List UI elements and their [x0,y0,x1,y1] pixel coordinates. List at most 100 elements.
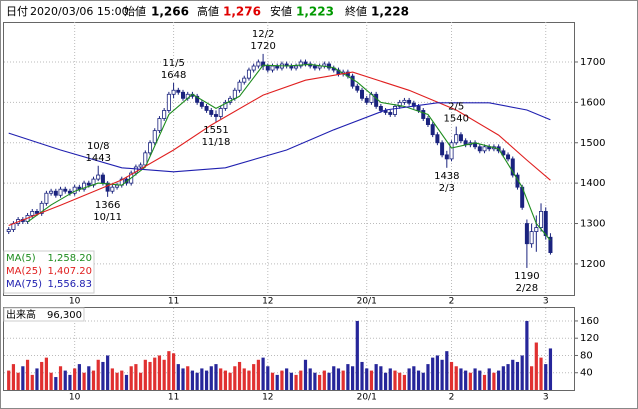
volume-bar [454,366,458,390]
volume-bar [303,359,308,390]
candle-body [199,101,204,107]
volume-bar [110,368,114,390]
volume-bar [280,370,284,390]
volume-bar [365,368,369,390]
volume-bar [355,320,359,390]
volume-bar [383,372,388,390]
candle-body [458,134,463,142]
volume-bar [374,364,378,390]
volume-bar [379,366,383,390]
candle-body [143,152,148,166]
volume-bar [101,361,105,390]
volume-bar [327,372,331,390]
annotation: 1443 [85,153,110,164]
volume-bar [478,370,482,390]
volume-bar [242,368,246,390]
volume-bar [501,366,505,390]
candle-body [115,184,120,188]
volume-bar [7,370,11,390]
volume-bar [473,368,477,390]
volume-bar [68,374,72,390]
legend-name: MA(5) [6,253,36,264]
candle-body [435,134,440,144]
candle-body [242,77,247,83]
annotation: 12/2 [252,29,274,40]
x-tick-label: 20/1 [357,393,377,403]
candle-body [482,146,487,152]
volume-bar [153,357,157,390]
ma-line [8,102,551,173]
header-value: 1,276 [223,5,261,19]
legend-value: 1,556.83 [47,279,92,290]
volume-bar [515,361,520,390]
candle-body [204,106,209,111]
volume-bar [209,366,213,390]
volume-bar [204,370,209,390]
volume-bar [35,368,39,390]
y-tick-label: 1600 [580,97,605,108]
legend-box [3,250,95,294]
candle-body [176,89,181,93]
annotation: 2/28 [516,283,538,294]
candle-body [477,146,482,152]
volume-bar [294,374,298,390]
volume-bar [11,364,16,390]
candle-body [421,110,426,119]
volume-bar [402,374,407,390]
y-tick-label: 120 [580,333,599,344]
candle-body [44,192,49,204]
volume-bar [487,368,491,390]
y-tick-label: 80 [580,350,593,361]
volume-bar [120,370,124,390]
candle-body [378,106,383,111]
candle-body [49,190,54,194]
volume-bar [176,364,180,390]
volume-bar [440,359,444,390]
candle-body [181,91,186,99]
y-tick-label: 1300 [580,219,605,230]
volume-bar [190,370,195,390]
volume-bar [445,351,449,390]
header-value: 2020/03/06 15:00 [30,5,129,18]
candle-body [100,174,105,184]
candle-body [350,75,355,87]
header-label: 始値 [124,4,146,18]
candle-body [63,188,68,192]
header-value: 1,266 [151,5,189,19]
volume-bar [256,359,260,390]
volume-bar [82,372,86,390]
volume-bar [530,366,534,390]
candle-body [289,65,294,69]
candle-body [510,158,515,176]
candle-body [294,65,299,69]
volume-bar [350,366,355,390]
x-tick-label: 12 [262,393,273,403]
candle-body [506,154,511,160]
candle-body [397,101,402,107]
volume-bar [275,374,279,390]
candle-body [86,182,91,186]
header-label: 安値 [270,4,292,18]
candle-body [148,142,153,154]
candle-body [53,190,58,196]
candle-body [232,89,237,99]
volume-bar [162,359,166,390]
volume-bar [186,366,190,390]
candle-body [402,99,407,103]
y-tick-label: 40 [580,368,593,379]
candle-body [444,154,449,160]
candle-body [58,188,63,196]
volume-bar [459,368,463,390]
volume-bar [421,372,425,390]
volume-bar [318,374,322,390]
volume-bar [369,370,374,390]
candle-body [312,65,317,69]
candle-body [39,202,44,214]
volume-bar [506,364,510,390]
annotation: 10/8 [87,141,109,152]
candle-body [392,106,397,115]
candle-body [96,174,101,180]
candle-body [454,134,459,144]
candle-body [430,124,435,136]
volume-bar [143,359,147,390]
